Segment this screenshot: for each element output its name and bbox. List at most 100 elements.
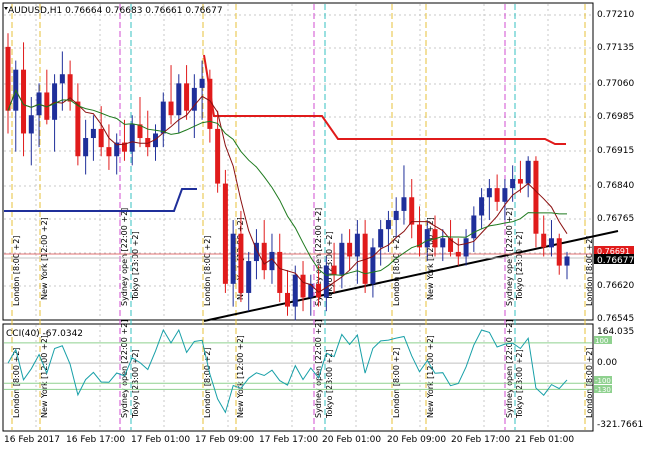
candle-body bbox=[285, 292, 290, 307]
candle-body bbox=[246, 261, 252, 293]
candle[interactable] bbox=[502, 179, 508, 221]
candle[interactable] bbox=[548, 220, 554, 257]
candle[interactable] bbox=[83, 119, 89, 175]
candle[interactable] bbox=[106, 124, 112, 170]
candle[interactable] bbox=[75, 83, 81, 166]
price-tick: 0.76840 bbox=[597, 181, 634, 191]
candle[interactable] bbox=[67, 60, 73, 111]
candle[interactable] bbox=[409, 179, 415, 239]
candle[interactable] bbox=[145, 110, 151, 157]
candle[interactable] bbox=[486, 179, 492, 221]
candle-body bbox=[90, 128, 96, 139]
candle-body bbox=[238, 233, 244, 293]
candle-body bbox=[199, 78, 205, 88]
candle[interactable] bbox=[238, 210, 244, 303]
candle[interactable] bbox=[44, 69, 50, 125]
candle[interactable] bbox=[114, 133, 120, 175]
cci-line bbox=[7, 328, 568, 414]
candle[interactable] bbox=[354, 220, 360, 284]
price-tick: 0.76620 bbox=[597, 281, 634, 291]
candle[interactable] bbox=[331, 242, 337, 293]
candle-body bbox=[129, 124, 135, 152]
candle[interactable] bbox=[230, 220, 236, 307]
candle-body bbox=[556, 238, 562, 266]
candle[interactable] bbox=[137, 97, 143, 148]
candle-body bbox=[393, 210, 399, 221]
candle-body bbox=[261, 242, 267, 271]
candle[interactable] bbox=[525, 156, 531, 198]
session-label: Sydney open [22:00 +2] bbox=[120, 320, 129, 418]
candle[interactable] bbox=[5, 33, 11, 134]
candle[interactable] bbox=[370, 238, 376, 298]
candle[interactable] bbox=[246, 251, 252, 312]
candle[interactable] bbox=[292, 265, 298, 321]
resistance-level-line bbox=[203, 54, 566, 145]
candle-body bbox=[517, 179, 523, 184]
candle-body bbox=[479, 197, 485, 216]
candle[interactable] bbox=[323, 256, 329, 312]
candle[interactable] bbox=[261, 220, 267, 280]
candle[interactable] bbox=[393, 197, 399, 239]
candle[interactable] bbox=[339, 233, 345, 289]
candle[interactable] bbox=[199, 60, 205, 120]
candle[interactable] bbox=[463, 229, 469, 266]
candles-layer[interactable] bbox=[5, 33, 570, 321]
candle[interactable] bbox=[300, 261, 306, 312]
price-tick: 0.76915 bbox=[597, 146, 634, 156]
candle[interactable] bbox=[494, 174, 500, 211]
candle[interactable] bbox=[59, 51, 65, 111]
svg-text:0.76677: 0.76677 bbox=[597, 256, 634, 266]
session-label: New York [12:00 +2] bbox=[40, 335, 49, 418]
collapse-arrow-icon[interactable] bbox=[4, 7, 8, 10]
time-tick: 16 Feb 17:00 bbox=[66, 435, 125, 445]
candle[interactable] bbox=[378, 220, 384, 266]
cci-tick: -100 bbox=[595, 377, 611, 385]
moving-average-slow bbox=[7, 88, 567, 276]
candle[interactable] bbox=[222, 169, 228, 293]
candle-body bbox=[137, 124, 143, 139]
candle[interactable] bbox=[432, 215, 438, 257]
candle[interactable] bbox=[308, 274, 314, 316]
candle[interactable] bbox=[564, 251, 570, 280]
candle-body bbox=[253, 242, 259, 262]
candle[interactable] bbox=[52, 74, 58, 152]
candle[interactable] bbox=[316, 265, 322, 307]
candle[interactable] bbox=[362, 220, 368, 293]
candle[interactable] bbox=[21, 42, 27, 157]
candle[interactable] bbox=[541, 215, 547, 257]
candle[interactable] bbox=[253, 229, 259, 280]
candle[interactable] bbox=[416, 206, 422, 257]
candle-body bbox=[308, 283, 314, 298]
candle[interactable] bbox=[168, 65, 174, 125]
candle[interactable] bbox=[471, 206, 477, 252]
session-label: New York [12:00 +2] bbox=[426, 217, 435, 300]
candle[interactable] bbox=[184, 65, 190, 120]
candle[interactable] bbox=[176, 74, 182, 134]
main-pane-border bbox=[2, 2, 594, 321]
candle[interactable] bbox=[479, 188, 485, 230]
candle-body bbox=[21, 69, 27, 134]
candle[interactable] bbox=[517, 160, 523, 193]
candle[interactable] bbox=[28, 97, 34, 166]
time-tick: 16 Feb 2017 bbox=[4, 435, 60, 445]
candle[interactable] bbox=[401, 165, 407, 225]
candle[interactable] bbox=[347, 229, 353, 271]
session-label: Sydney open [22:00 +2] bbox=[505, 208, 514, 306]
candle-body bbox=[83, 138, 89, 157]
candle[interactable] bbox=[90, 115, 96, 161]
candle[interactable] bbox=[98, 106, 104, 157]
candle[interactable] bbox=[448, 220, 454, 257]
candle[interactable] bbox=[556, 233, 562, 275]
candle[interactable] bbox=[215, 110, 221, 193]
candle[interactable] bbox=[160, 92, 166, 148]
candle[interactable] bbox=[121, 119, 127, 161]
session-label: London [8:00 +2] bbox=[12, 236, 21, 306]
candle[interactable] bbox=[455, 238, 461, 266]
candle[interactable] bbox=[207, 69, 213, 143]
session-label: New York [12:00 +2] bbox=[426, 335, 435, 418]
candle[interactable] bbox=[285, 270, 290, 316]
candle[interactable] bbox=[533, 156, 539, 248]
candle[interactable] bbox=[440, 229, 446, 262]
